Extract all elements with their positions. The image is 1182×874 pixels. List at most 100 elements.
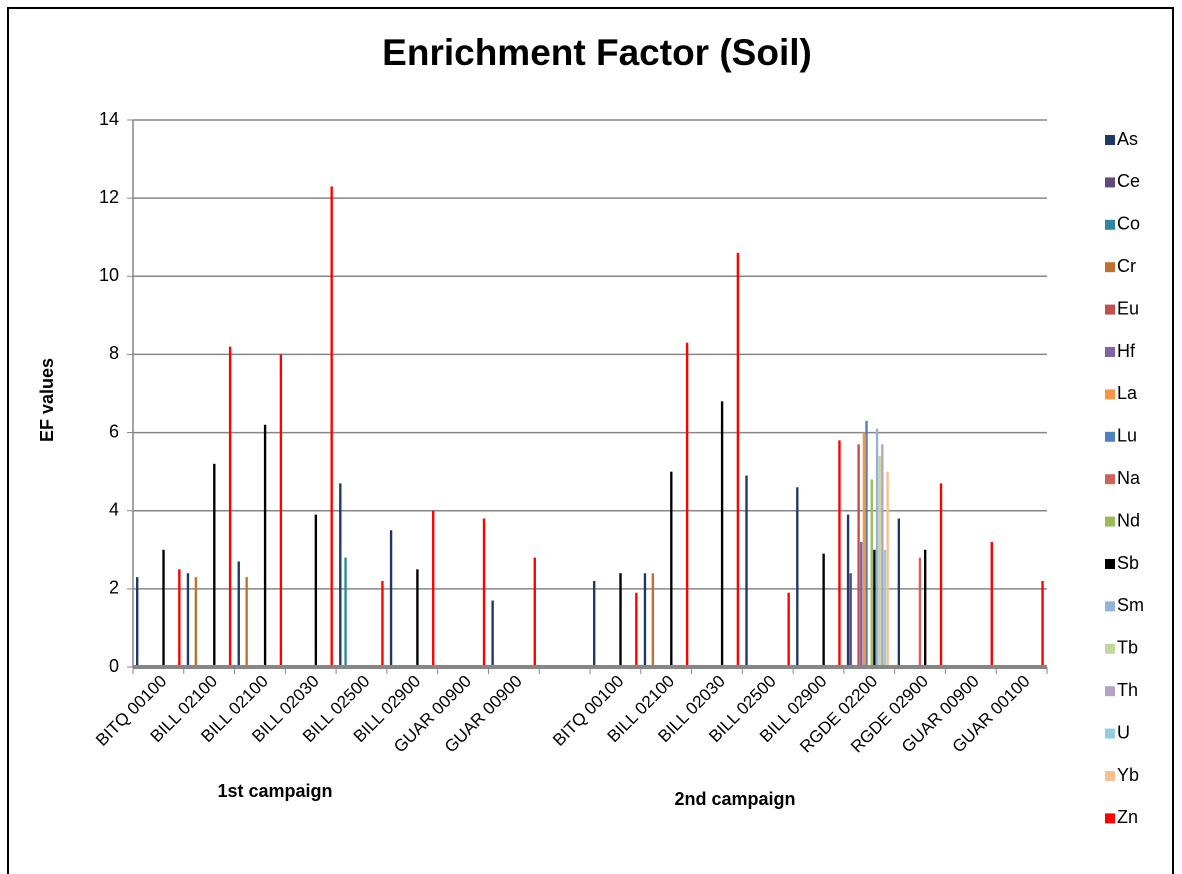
bar bbox=[883, 549, 887, 667]
y-tick-label: 2 bbox=[109, 578, 119, 598]
bar bbox=[416, 569, 419, 667]
y-tick-label: 6 bbox=[109, 421, 119, 441]
bar bbox=[330, 186, 333, 667]
y-tick-label: 8 bbox=[109, 343, 119, 363]
y-tick-label: 10 bbox=[99, 265, 119, 285]
legend-swatch bbox=[1105, 262, 1115, 273]
bar bbox=[136, 577, 139, 667]
bar bbox=[924, 549, 927, 667]
legend-label: Na bbox=[1117, 468, 1141, 488]
legend-swatch bbox=[1105, 474, 1115, 485]
bar bbox=[939, 483, 943, 667]
bar bbox=[245, 577, 248, 667]
y-tick-label: 0 bbox=[109, 656, 119, 676]
y-tick-label: 12 bbox=[99, 187, 119, 207]
bar bbox=[389, 530, 393, 667]
bar bbox=[736, 252, 740, 668]
legend-label: Co bbox=[1117, 214, 1140, 234]
bar bbox=[918, 557, 922, 667]
bar bbox=[720, 401, 724, 667]
chart-title: Enrichment Factor (Soil) bbox=[382, 32, 812, 73]
bar bbox=[1041, 581, 1044, 667]
bar bbox=[194, 577, 198, 667]
bar bbox=[213, 463, 216, 667]
legend-swatch bbox=[1105, 389, 1115, 400]
legend-label: U bbox=[1117, 722, 1130, 742]
legend-label: Th bbox=[1117, 680, 1138, 700]
bar bbox=[263, 424, 267, 667]
bar bbox=[865, 420, 868, 667]
bar bbox=[846, 514, 850, 667]
bar bbox=[860, 541, 863, 667]
legend-swatch bbox=[1105, 219, 1115, 230]
bar bbox=[482, 518, 486, 667]
bar bbox=[897, 518, 901, 667]
legend-label: Yb bbox=[1117, 765, 1139, 785]
bar bbox=[873, 549, 876, 667]
bar bbox=[339, 483, 342, 667]
legend-label: La bbox=[1117, 383, 1138, 403]
bar bbox=[491, 600, 494, 667]
legend-label: Tb bbox=[1117, 638, 1138, 658]
legend-swatch bbox=[1105, 516, 1115, 527]
legend-label: Cr bbox=[1117, 256, 1136, 276]
bar bbox=[178, 569, 181, 667]
bar bbox=[162, 549, 165, 667]
legend-swatch bbox=[1105, 728, 1115, 739]
bar bbox=[685, 342, 689, 667]
legend-label: Zn bbox=[1117, 807, 1138, 827]
bar bbox=[381, 581, 384, 667]
bar bbox=[593, 581, 596, 667]
y-tick-label: 14 bbox=[99, 109, 119, 129]
legend-swatch bbox=[1105, 347, 1115, 357]
bar bbox=[870, 479, 873, 667]
bar bbox=[990, 541, 993, 667]
group-label: 2nd campaign bbox=[674, 789, 795, 809]
bar bbox=[314, 514, 318, 667]
bar bbox=[796, 487, 799, 667]
bar bbox=[643, 573, 647, 667]
y-axis-label: EF values bbox=[37, 358, 57, 442]
legend-swatch bbox=[1105, 771, 1115, 781]
bar bbox=[886, 471, 889, 667]
bar bbox=[857, 444, 860, 667]
bar bbox=[849, 573, 852, 667]
bar bbox=[881, 444, 884, 667]
legend-swatch bbox=[1105, 601, 1115, 612]
legend-label: Hf bbox=[1117, 341, 1136, 361]
bar bbox=[186, 573, 190, 667]
bar bbox=[619, 573, 622, 667]
bar bbox=[822, 553, 825, 667]
bar bbox=[878, 456, 881, 667]
bar bbox=[228, 346, 232, 667]
legend-swatch bbox=[1105, 686, 1115, 697]
legend-label: Eu bbox=[1117, 298, 1139, 318]
y-tick-label: 4 bbox=[109, 499, 119, 519]
legend-label: Sm bbox=[1117, 595, 1144, 615]
bar bbox=[635, 592, 638, 667]
legend-label: Nd bbox=[1117, 510, 1140, 530]
legend-label: Sb bbox=[1117, 553, 1139, 573]
chart-frame bbox=[7, 7, 1174, 874]
legend-label: As bbox=[1117, 129, 1138, 149]
legend-swatch bbox=[1105, 813, 1115, 824]
legend-label: Ce bbox=[1117, 171, 1140, 191]
bar bbox=[237, 561, 240, 667]
bar bbox=[432, 510, 435, 667]
legend-swatch bbox=[1105, 643, 1115, 654]
bar bbox=[862, 432, 866, 667]
legend-swatch bbox=[1105, 135, 1115, 145]
bar bbox=[875, 428, 879, 667]
group-label: 1st campaign bbox=[217, 781, 332, 801]
bar bbox=[279, 354, 283, 667]
legend-swatch bbox=[1105, 177, 1115, 188]
bar bbox=[838, 440, 841, 667]
legend-label: Lu bbox=[1117, 426, 1137, 446]
bar bbox=[670, 471, 673, 667]
legend-swatch bbox=[1105, 431, 1115, 442]
bar bbox=[344, 557, 347, 667]
legend-swatch bbox=[1105, 304, 1115, 315]
legend-swatch bbox=[1105, 559, 1115, 569]
bar bbox=[651, 573, 655, 667]
